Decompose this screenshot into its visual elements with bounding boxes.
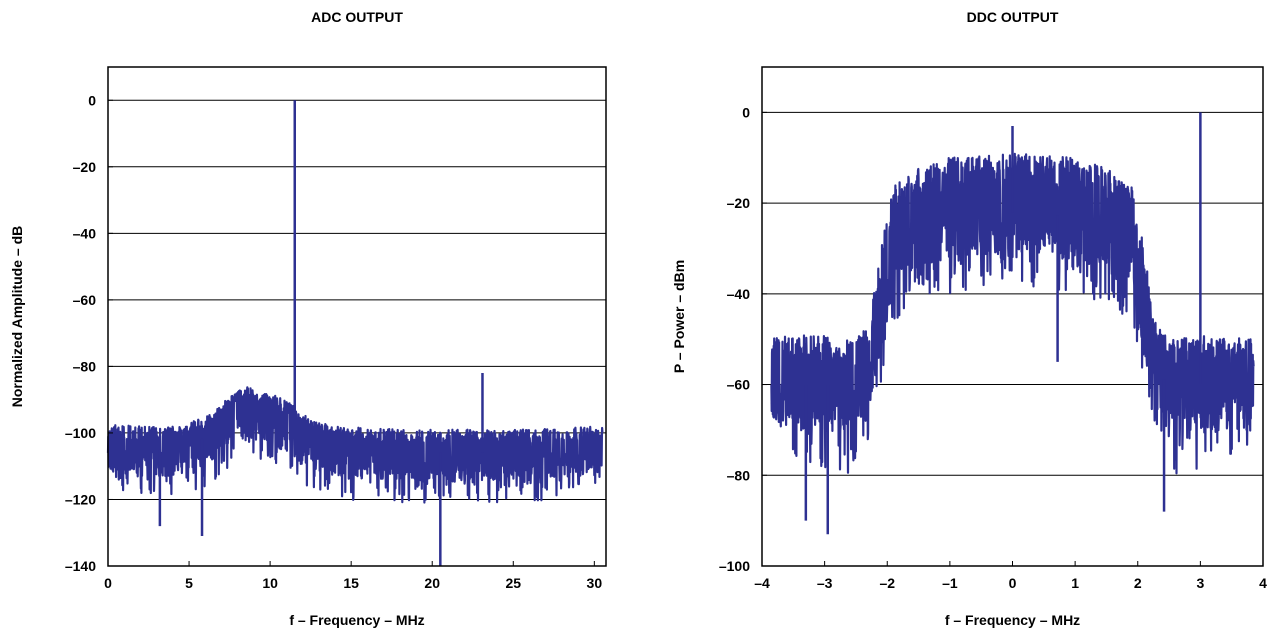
y-tick-label: –20 (73, 159, 97, 175)
x-tick-label: 1 (1071, 575, 1079, 591)
y-tick-label: 0 (742, 104, 750, 120)
chart-title: DDC OUTPUT (967, 9, 1059, 25)
y-tick-label: –60 (73, 292, 97, 308)
x-tick-label: 0 (104, 575, 112, 591)
chart-title: ADC OUTPUT (311, 9, 403, 25)
x-tick-label: 30 (587, 575, 603, 591)
x-tick-label: 25 (505, 575, 521, 591)
x-tick-label: 2 (1134, 575, 1142, 591)
plot-frame (107, 66, 607, 567)
noise-trace (106, 386, 604, 504)
x-tick-label: 4 (1259, 575, 1267, 591)
y-axis-label: P – Power – dBm (671, 260, 687, 373)
y-tick-label: –40 (73, 225, 97, 241)
x-tick-label: 5 (185, 575, 193, 591)
x-tick-label: 15 (343, 575, 359, 591)
y-tick-label: –100 (719, 558, 750, 574)
y-tick-label: –80 (727, 467, 751, 483)
data-series (106, 100, 604, 566)
x-tick-label: 10 (262, 575, 278, 591)
y-tick-label: –100 (65, 425, 96, 441)
y-tick-label: 0 (88, 92, 96, 108)
y-axis-label: Normalized Amplitude – dB (9, 226, 25, 408)
x-axis-label: f – Frequency – MHz (289, 612, 424, 628)
x-tick-label: –4 (754, 575, 770, 591)
noise-trace (770, 152, 1255, 475)
data-series (770, 112, 1255, 535)
y-tick-label: –20 (727, 195, 751, 211)
x-tick-label: 3 (1196, 575, 1204, 591)
x-tick-label: 0 (1009, 575, 1017, 591)
y-tick-label: –60 (727, 377, 751, 393)
adc-output-chart: ADC OUTPUT 0 5 10 15 20 25 30 0 –20 –40 –60 –80 –100 –… (9, 9, 607, 628)
x-axis-label: f – Frequency – MHz (945, 612, 1080, 628)
x-tick-label: –3 (817, 575, 833, 591)
ddc-output-chart: DDC OUTPUT –4 –3 –2 –1 0 1 2 3 4 0 –20 –40 –60 –80 –100… (671, 9, 1267, 628)
x-tick-label: –1 (942, 575, 958, 591)
x-tick-label: 20 (424, 575, 440, 591)
y-tick-label: –40 (727, 286, 751, 302)
x-tick-label: –2 (879, 575, 895, 591)
y-tick-label: –120 (65, 491, 96, 507)
y-tick-label: –80 (73, 358, 97, 374)
y-tick-label: –140 (65, 558, 96, 574)
